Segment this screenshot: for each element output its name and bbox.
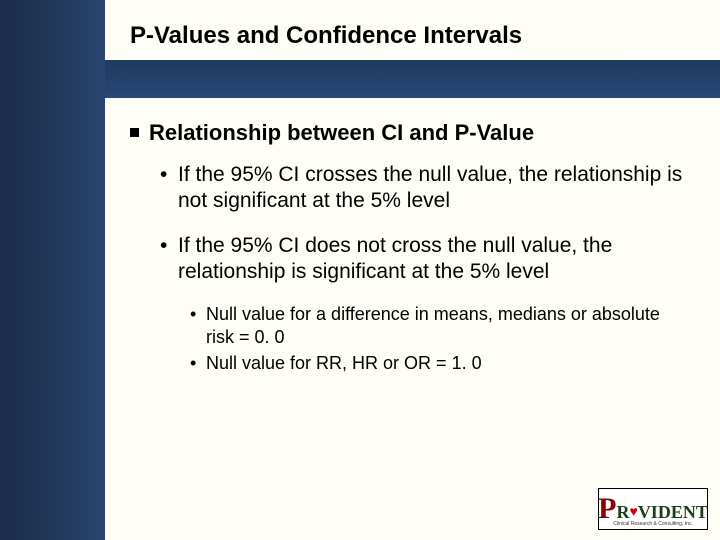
section-header: Relationship between CI and P-Value [130, 120, 690, 146]
bullet-level2: Null value for a difference in means, me… [190, 303, 690, 348]
section-header-text: Relationship between CI and P-Value [149, 120, 534, 146]
logo-text: PR♥VIDENT [598, 494, 708, 524]
heart-icon: ♥ [630, 505, 638, 520]
bullet-level1: If the 95% CI does not cross the null va… [160, 233, 690, 286]
bullet-level1: If the 95% CI crosses the null value, th… [160, 162, 690, 215]
provident-logo: PR♥VIDENT Clinical Research & Consulting… [598, 488, 708, 530]
logo-letter-r: R [617, 502, 630, 522]
logo-rest: VIDENT [638, 502, 708, 522]
slide-title: P-Values and Confidence Intervals [130, 22, 522, 50]
header-bar [105, 60, 720, 98]
slide-content: Relationship between CI and P-Value If t… [130, 120, 690, 379]
bullet-level2: Null value for RR, HR or OR = 1. 0 [190, 352, 690, 375]
logo-subtitle: Clinical Research & Consulting, Inc. [605, 521, 701, 527]
square-bullet-icon [130, 128, 139, 137]
sidebar-panel [0, 0, 105, 540]
